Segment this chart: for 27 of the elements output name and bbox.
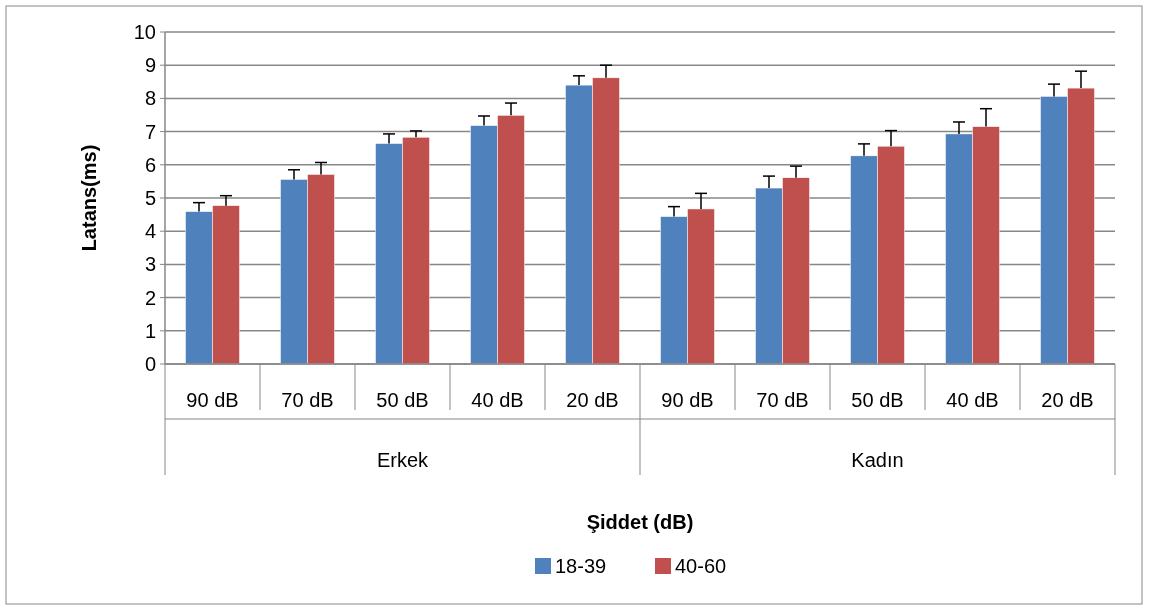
x-tick-label: 20 dB	[1041, 389, 1094, 411]
x-tick-label: 70 dB	[281, 389, 334, 411]
x-axis-title: Şiddet (dB)	[586, 511, 694, 533]
text: Kadın	[851, 449, 904, 471]
y-tick-label: 5	[144, 187, 156, 209]
y-axis-title: Latans(ms)	[78, 144, 100, 252]
y-tick-label: 8	[144, 87, 156, 110]
x-tick-label: 90 dB	[661, 389, 714, 411]
x-tick-label: 50 dB	[851, 389, 904, 411]
legend-label: 40-60	[675, 555, 727, 577]
y-tick-label: 3	[144, 253, 156, 276]
y-tick-label: 1	[144, 319, 156, 342]
y-tick-label: 6	[144, 153, 156, 176]
y-tick-label: 9	[144, 54, 156, 77]
legend-label: 18-39	[555, 555, 607, 577]
y-tick-label: 0	[144, 353, 156, 375]
y-tick-label: 2	[144, 286, 156, 309]
x-tick-label: 40 dB	[471, 389, 524, 411]
x-tick-label: 50 dB	[376, 389, 429, 411]
x-tick-label: 70 dB	[756, 389, 809, 411]
text: Erkek	[376, 449, 430, 471]
x-tick-label: 90 dB	[186, 389, 239, 411]
y-tick-label: 4	[144, 220, 156, 243]
x-tick-label: 20 dB	[566, 389, 619, 411]
y-tick-label: 7	[144, 120, 156, 143]
x-tick-label: 40 dB	[946, 389, 999, 411]
y-tick-label: 10	[133, 21, 156, 43]
